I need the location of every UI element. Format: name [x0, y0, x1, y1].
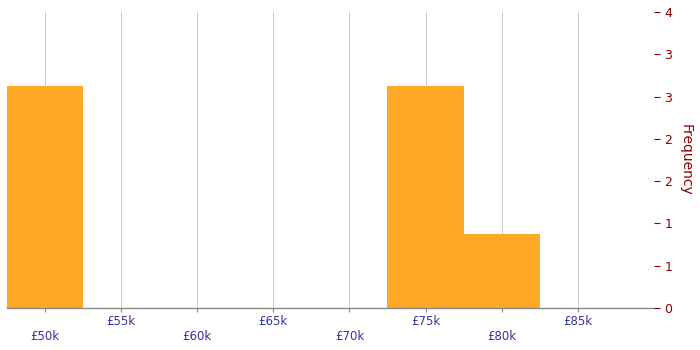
Bar	[463, 234, 540, 308]
Bar	[388, 86, 463, 308]
Bar	[7, 86, 83, 308]
Y-axis label: Frequency: Frequency	[679, 124, 693, 196]
